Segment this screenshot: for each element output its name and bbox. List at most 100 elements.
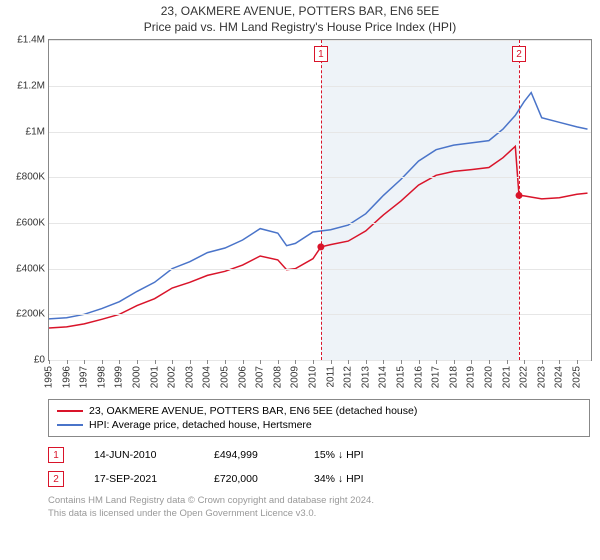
x-tick-label: 2021 [501, 366, 512, 388]
x-tick-label: 1998 [96, 366, 107, 388]
x-tickmark [49, 360, 50, 364]
x-tickmark [313, 360, 314, 364]
license-line1: Contains HM Land Registry data © Crown c… [48, 495, 590, 507]
annotation-marker: 1 [48, 447, 64, 463]
x-tick-label: 2009 [290, 366, 301, 388]
x-tick-label: 2013 [360, 366, 371, 388]
legend-swatch [57, 410, 83, 412]
x-tickmark [243, 360, 244, 364]
y-tick-label: £200K [16, 309, 49, 320]
x-tick-label: 2007 [255, 366, 266, 388]
marker-box: 1 [314, 46, 328, 62]
x-tick-label: 1999 [114, 366, 125, 388]
x-tickmark [155, 360, 156, 364]
x-tickmark [419, 360, 420, 364]
annotation-row: 1 14-JUN-2010 £494,999 15% ↓ HPI [48, 443, 590, 467]
x-tick-label: 1997 [79, 366, 90, 388]
x-tickmark [102, 360, 103, 364]
x-tickmark [507, 360, 508, 364]
annotation-marker: 2 [48, 471, 64, 487]
x-tick-label: 2004 [202, 366, 213, 388]
x-tickmark [436, 360, 437, 364]
x-tickmark [559, 360, 560, 364]
x-tick-label: 2020 [483, 366, 494, 388]
x-tick-label: 2025 [571, 366, 582, 388]
x-tick-label: 2008 [272, 366, 283, 388]
x-tick-label: 2022 [519, 366, 530, 388]
title-subtitle: Price paid vs. HM Land Registry's House … [0, 20, 600, 36]
y-tick-label: £800K [16, 172, 49, 183]
x-tickmark [348, 360, 349, 364]
x-tickmark [401, 360, 402, 364]
legend-row: 23, OAKMERE AVENUE, POTTERS BAR, EN6 5EE… [57, 404, 581, 418]
legend-box: 23, OAKMERE AVENUE, POTTERS BAR, EN6 5EE… [48, 399, 590, 437]
x-tickmark [225, 360, 226, 364]
legend-row: HPI: Average price, detached house, Hert… [57, 418, 581, 432]
x-tickmark [67, 360, 68, 364]
x-tickmark [331, 360, 332, 364]
series-hpi [49, 93, 588, 319]
marker-box: 2 [512, 46, 526, 62]
legend-swatch [57, 424, 83, 426]
x-tick-label: 2015 [395, 366, 406, 388]
x-tickmark [383, 360, 384, 364]
x-tick-label: 2014 [378, 366, 389, 388]
x-tickmark [524, 360, 525, 364]
y-tick-label: £1.2M [17, 80, 49, 91]
annotation-pct: 15% ↓ HPI [314, 449, 364, 461]
annotation-price: £720,000 [214, 473, 284, 485]
x-tickmark [190, 360, 191, 364]
license-text: Contains HM Land Registry data © Crown c… [48, 495, 590, 520]
x-tick-label: 2016 [413, 366, 424, 388]
x-tick-label: 2019 [466, 366, 477, 388]
x-tick-label: 2011 [325, 366, 336, 388]
annotation-row: 2 17-SEP-2021 £720,000 34% ↓ HPI [48, 467, 590, 491]
x-tickmark [542, 360, 543, 364]
x-tick-label: 2012 [343, 366, 354, 388]
x-tick-label: 2006 [237, 366, 248, 388]
x-tick-label: 1996 [61, 366, 72, 388]
x-tick-label: 2002 [167, 366, 178, 388]
x-tickmark [119, 360, 120, 364]
x-tickmark [295, 360, 296, 364]
legend-label: HPI: Average price, detached house, Hert… [89, 419, 312, 431]
x-tickmark [366, 360, 367, 364]
x-tick-label: 1995 [44, 366, 55, 388]
x-tickmark [260, 360, 261, 364]
x-tickmark [207, 360, 208, 364]
x-tick-label: 2003 [184, 366, 195, 388]
y-tick-label: £0 [34, 355, 49, 366]
x-tickmark [84, 360, 85, 364]
annotation-date: 17-SEP-2021 [94, 473, 184, 485]
x-tick-label: 2010 [307, 366, 318, 388]
y-tick-label: £1.4M [17, 35, 49, 46]
x-tick-label: 2023 [536, 366, 547, 388]
license-line2: This data is licensed under the Open Gov… [48, 508, 590, 520]
x-tickmark [489, 360, 490, 364]
x-tickmark [577, 360, 578, 364]
annotation-date: 14-JUN-2010 [94, 449, 184, 461]
x-tickmark [137, 360, 138, 364]
annotation-pct: 34% ↓ HPI [314, 473, 364, 485]
x-tickmark [471, 360, 472, 364]
x-tick-label: 2018 [448, 366, 459, 388]
gridline-h [49, 360, 591, 361]
legend-label: 23, OAKMERE AVENUE, POTTERS BAR, EN6 5EE… [89, 405, 417, 417]
title-address: 23, OAKMERE AVENUE, POTTERS BAR, EN6 5EE [0, 4, 600, 20]
marker-line [321, 40, 322, 360]
y-tick-label: £1M [26, 126, 49, 137]
marker-line [519, 40, 520, 360]
x-tickmark [172, 360, 173, 364]
x-tick-label: 2017 [431, 366, 442, 388]
annotation-price: £494,999 [214, 449, 284, 461]
y-tick-label: £400K [16, 263, 49, 274]
title-block: 23, OAKMERE AVENUE, POTTERS BAR, EN6 5EE… [0, 0, 600, 39]
x-tickmark [278, 360, 279, 364]
chart-area: £0£200K£400K£600K£800K£1M£1.2M£1.4M19951… [48, 39, 592, 361]
x-tick-label: 2001 [149, 366, 160, 388]
x-tick-label: 2024 [554, 366, 565, 388]
y-tick-label: £600K [16, 218, 49, 229]
x-tickmark [454, 360, 455, 364]
x-tick-label: 2005 [219, 366, 230, 388]
series-price_paid [49, 146, 588, 328]
